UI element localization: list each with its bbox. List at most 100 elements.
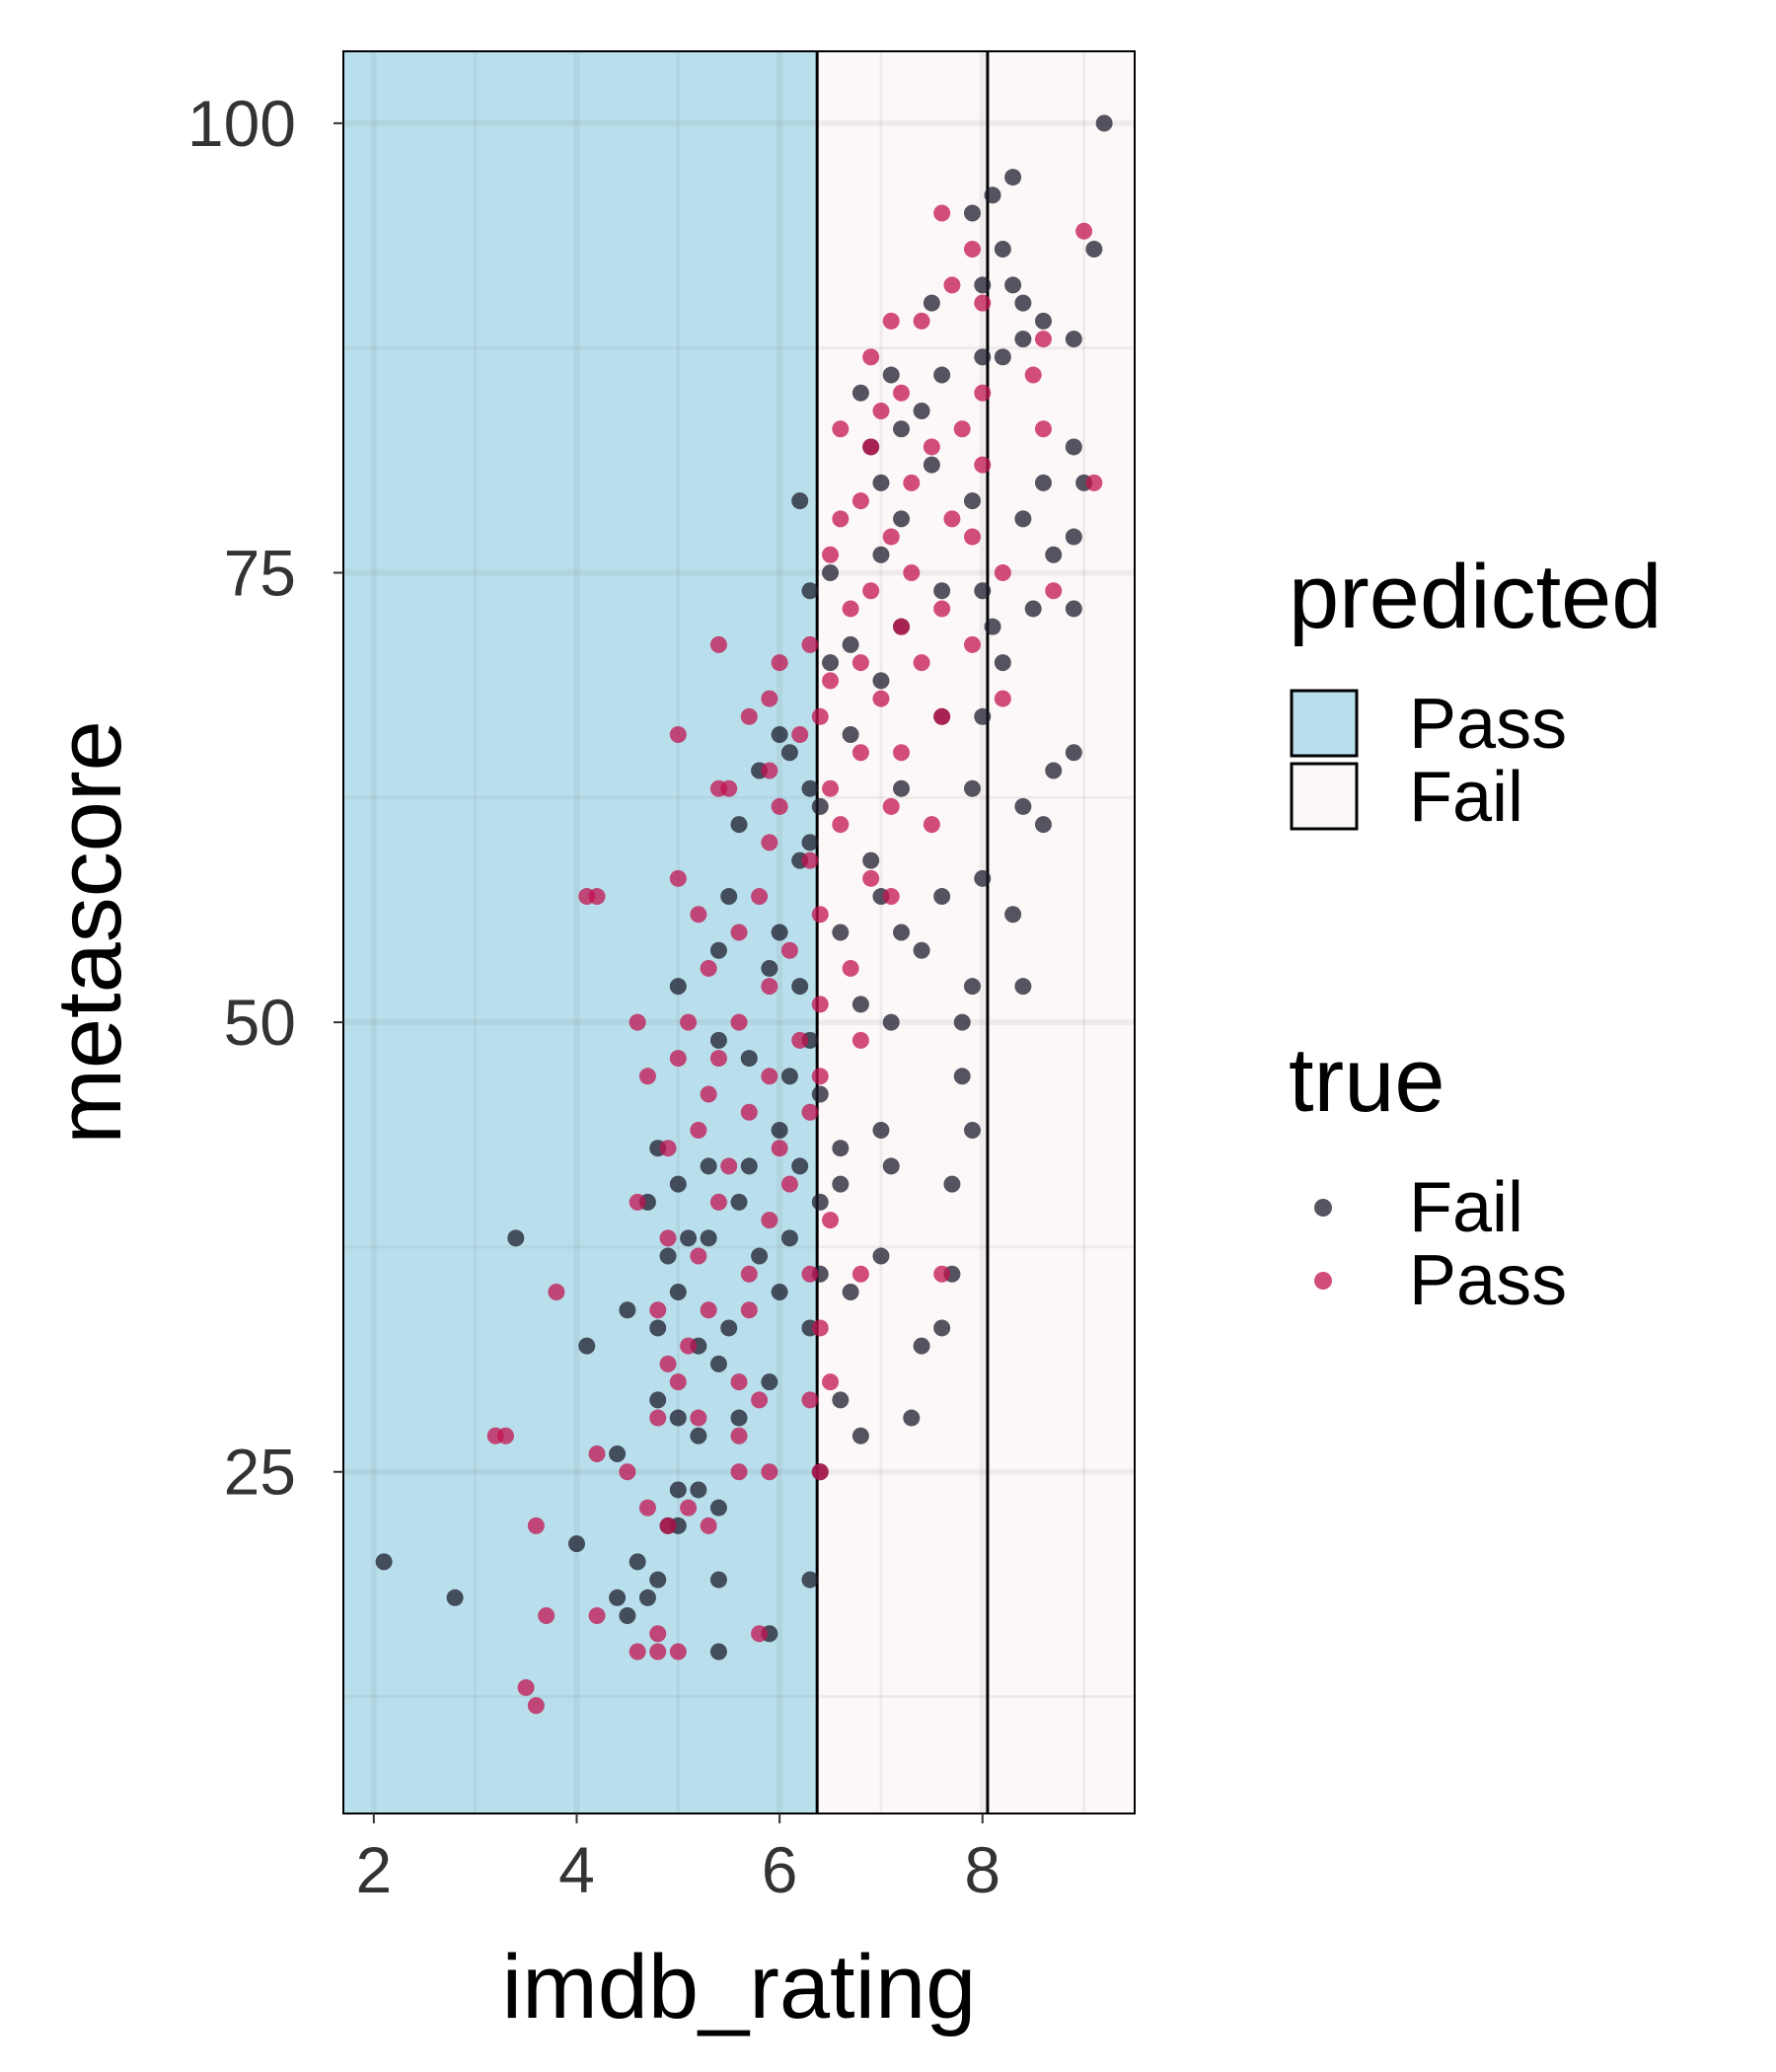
- point-fail: [832, 1175, 850, 1193]
- point-pass: [780, 1175, 798, 1193]
- point-fail: [974, 707, 992, 725]
- point-fail: [780, 1229, 798, 1247]
- y-axis-ticks: 25 50 75 100: [187, 87, 343, 1509]
- point-fail: [659, 1247, 677, 1265]
- legend-predicted-title: predicted: [1289, 547, 1662, 647]
- point-fail: [649, 1391, 667, 1409]
- point-fail: [933, 1319, 951, 1337]
- point-fail: [1014, 294, 1032, 312]
- point-fail: [649, 1571, 667, 1589]
- point-fail: [842, 635, 859, 653]
- legend-true-title: true: [1289, 1030, 1445, 1131]
- point-pass: [659, 1355, 677, 1372]
- point-pass: [842, 600, 859, 618]
- point-fail: [1014, 797, 1032, 815]
- point-pass: [700, 1517, 717, 1534]
- point-fail: [1004, 906, 1022, 924]
- point-fail: [709, 1571, 727, 1589]
- point-pass: [761, 1068, 778, 1085]
- point-fail: [872, 1247, 890, 1265]
- point-pass: [994, 690, 1011, 707]
- point-fail: [832, 1391, 850, 1409]
- point-fail: [811, 1085, 829, 1103]
- point-pass: [801, 1265, 819, 1283]
- point-pass: [963, 240, 981, 258]
- point-pass: [903, 474, 921, 491]
- point-fail: [933, 366, 951, 384]
- point-fail: [669, 1175, 687, 1193]
- point-pass: [730, 1427, 748, 1444]
- point-pass: [862, 582, 880, 600]
- point-fail: [963, 779, 981, 797]
- point-pass: [659, 1517, 677, 1534]
- point-fail: [1065, 744, 1082, 762]
- point-fail: [974, 348, 992, 366]
- point-pass: [619, 1463, 636, 1481]
- point-pass: [690, 1247, 707, 1265]
- point-pass: [851, 654, 869, 672]
- point-pass: [690, 1409, 707, 1427]
- point-pass: [923, 438, 940, 456]
- legend-label-pass-region: Pass: [1409, 685, 1567, 764]
- x-tick-label: 4: [558, 1833, 595, 1906]
- point-pass: [649, 1409, 667, 1427]
- point-pass: [740, 1265, 758, 1283]
- point-pass: [953, 420, 971, 438]
- point-pass: [933, 707, 951, 725]
- point-pass: [669, 1643, 687, 1661]
- point-pass: [963, 528, 981, 546]
- point-pass: [638, 1068, 656, 1085]
- point-fail: [709, 941, 727, 959]
- point-fail: [761, 959, 778, 977]
- point-pass: [649, 1643, 667, 1661]
- point-fail: [638, 1589, 656, 1606]
- point-pass: [933, 1265, 951, 1283]
- point-pass: [851, 1031, 869, 1049]
- point-fail: [842, 1283, 859, 1300]
- point-fail: [567, 1535, 585, 1553]
- point-pass: [730, 1463, 748, 1481]
- point-fail: [974, 276, 992, 294]
- point-fail: [801, 834, 819, 851]
- y-tick-label: 75: [224, 537, 296, 610]
- point-fail: [1065, 331, 1082, 348]
- point-pass: [913, 654, 930, 672]
- point-pass: [690, 1121, 707, 1139]
- point-pass: [497, 1427, 515, 1444]
- y-tick-label: 50: [224, 986, 296, 1059]
- point-pass: [659, 1140, 677, 1157]
- point-fail: [933, 888, 951, 906]
- point-fail: [893, 420, 911, 438]
- point-pass: [780, 941, 798, 959]
- point-fail: [1014, 331, 1032, 348]
- point-fail: [780, 1068, 798, 1085]
- point-pass: [974, 456, 992, 474]
- point-pass: [811, 1068, 829, 1085]
- point-fail: [791, 492, 809, 510]
- point-fail: [609, 1589, 627, 1606]
- point-fail: [700, 1157, 717, 1175]
- point-pass: [851, 492, 869, 510]
- point-fail: [680, 1229, 698, 1247]
- point-fail: [690, 1427, 707, 1444]
- point-fail: [669, 978, 687, 996]
- point-fail: [963, 1121, 981, 1139]
- point-pass: [751, 1625, 769, 1643]
- point-pass: [893, 384, 911, 402]
- point-pass: [730, 1013, 748, 1031]
- decision-boundaries: [815, 51, 990, 1813]
- point-pass: [872, 402, 890, 419]
- point-pass: [811, 906, 829, 924]
- point-fail: [709, 1031, 727, 1049]
- point-pass: [720, 1157, 738, 1175]
- point-fail: [669, 1283, 687, 1300]
- point-fail: [872, 546, 890, 563]
- point-pass: [832, 816, 850, 834]
- point-pass: [943, 510, 961, 528]
- point-fail: [1004, 169, 1022, 186]
- point-fail: [761, 1373, 778, 1391]
- point-pass: [791, 726, 809, 744]
- panel-border: [342, 50, 1136, 1814]
- point-pass: [882, 528, 900, 546]
